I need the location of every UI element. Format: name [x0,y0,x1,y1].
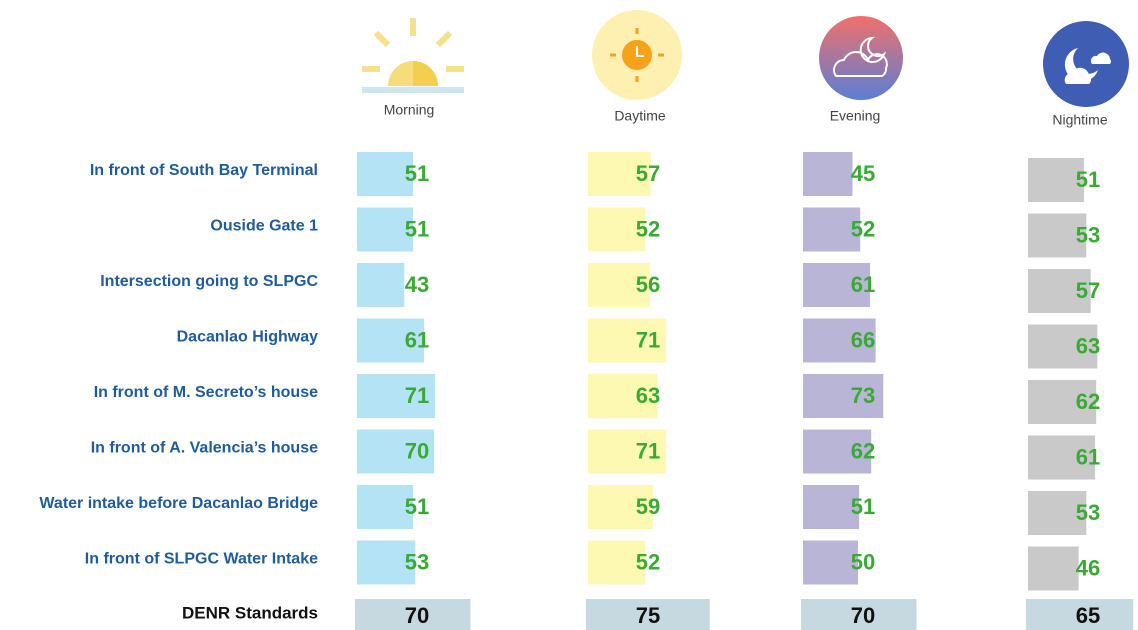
standard-bar [355,599,471,630]
bar [803,540,858,585]
standard-bar [1026,599,1134,630]
bar [357,374,436,418]
bar [588,152,651,196]
value-label: 53 [1076,500,1100,525]
location-label: In front of M. Secreto’s house [94,384,318,401]
bar [357,540,416,585]
value-label: 52 [636,549,660,574]
morning-icon [362,18,464,93]
night-icon [1043,21,1129,107]
value-label: 73 [851,383,875,408]
value-label: 56 [636,272,660,297]
standard-label: DENR Standards [182,603,318,622]
bar [588,263,650,307]
location-label: Dacanlao Highway [177,329,318,346]
value-label: 51 [405,494,429,519]
bar [803,429,872,474]
bar [1028,213,1087,258]
value-label: 59 [636,494,660,519]
value-label: 61 [1076,444,1100,469]
bar [588,540,646,585]
bar [588,485,653,529]
bar [357,152,414,196]
location-label: In front of South Bay Terminal [90,162,318,179]
bar [357,207,414,252]
value-label: 50 [851,549,875,574]
location-label: In front of A. Valencia’s house [91,440,318,457]
period-label: Daytime [614,108,666,124]
standard-bar [586,599,710,630]
period-label: Nightime [1052,112,1107,128]
value-label: 51 [405,161,429,186]
value-label: 45 [851,161,875,186]
value-label: 53 [1076,222,1100,247]
bar [357,429,434,474]
bar [803,207,861,252]
bar [588,374,658,418]
location-label: Ouside Gate 1 [210,218,318,235]
value-label: 52 [851,216,875,241]
bar [803,152,853,196]
period-label: Morning [384,102,435,118]
bar [803,374,884,418]
bar [588,207,646,252]
bar [1028,546,1079,591]
location-label: Intersection going to SLPGC [100,273,318,290]
bar [588,318,667,363]
bar [1028,269,1091,313]
standard-value: 65 [1076,603,1100,628]
value-label: 70 [405,438,429,463]
bar [803,318,876,363]
bar [803,263,871,307]
value-label: 57 [636,161,660,186]
value-label: 71 [636,327,660,352]
standard-value: 70 [851,603,875,628]
bar [588,429,667,474]
standard-value: 75 [636,603,660,628]
evening-icon [819,16,903,100]
value-label: 51 [1076,167,1100,192]
bar [357,318,425,363]
bar [1028,491,1087,535]
value-label: 53 [405,549,429,574]
location-label: In front of SLPGC Water Intake [85,551,318,568]
value-label: 52 [636,216,660,241]
bar [357,485,414,529]
bar [1028,158,1085,202]
daytime-icon [592,10,682,100]
value-label: 43 [405,272,429,297]
standard-bar [801,599,917,630]
value-label: 57 [1076,278,1100,303]
bar [1028,324,1098,369]
standard-value: 70 [405,603,429,628]
value-label: 66 [851,327,875,352]
value-label: 63 [636,383,660,408]
location-label: Water intake before Dacanlao Bridge [39,495,318,512]
value-label: 71 [636,438,660,463]
period-label: Evening [830,108,881,124]
bar [1028,435,1096,480]
value-label: 63 [1076,333,1100,358]
value-label: 61 [851,272,875,297]
value-label: 62 [1076,389,1100,414]
bar [1028,380,1097,424]
value-label: 46 [1076,555,1100,580]
value-label: 71 [405,383,429,408]
value-label: 62 [851,438,875,463]
value-label: 51 [405,216,429,241]
bar [803,485,860,529]
bar [357,263,405,307]
value-label: 51 [851,494,875,519]
value-label: 61 [405,327,429,352]
